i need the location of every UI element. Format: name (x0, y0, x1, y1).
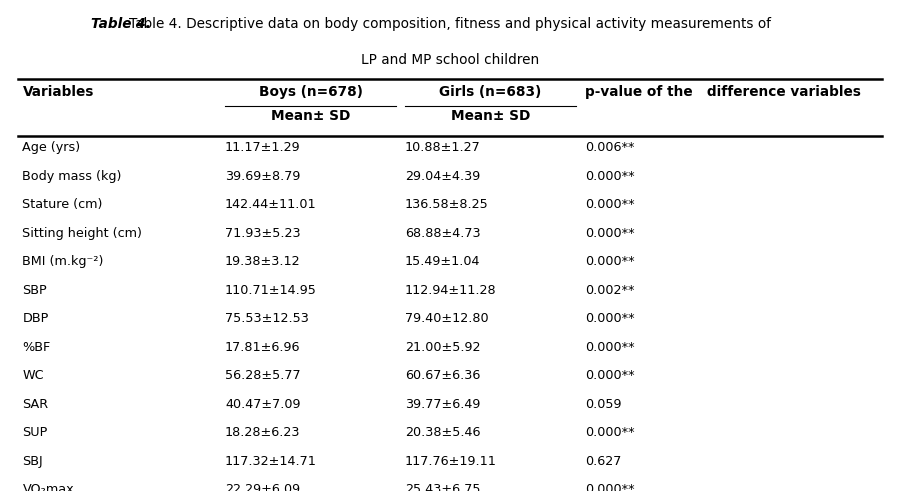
Text: 0.000**: 0.000** (585, 341, 634, 354)
Text: BMI (m.kg⁻²): BMI (m.kg⁻²) (22, 255, 104, 268)
Text: DBP: DBP (22, 312, 49, 325)
Text: Mean± SD: Mean± SD (271, 109, 350, 123)
Text: 19.38±3.12: 19.38±3.12 (225, 255, 301, 268)
Text: 10.88±1.27: 10.88±1.27 (405, 141, 481, 154)
Text: %BF: %BF (22, 341, 50, 354)
Text: 39.69±8.79: 39.69±8.79 (225, 170, 301, 183)
Text: 29.04±4.39: 29.04±4.39 (405, 170, 481, 183)
Text: 22.29±6.09: 22.29±6.09 (225, 483, 300, 491)
Text: 25.43±6.75: 25.43±6.75 (405, 483, 481, 491)
Text: 136.58±8.25: 136.58±8.25 (405, 198, 489, 211)
Text: 71.93±5.23: 71.93±5.23 (225, 227, 301, 240)
Text: Age (yrs): Age (yrs) (22, 141, 81, 154)
Text: Table 4. Descriptive data on body composition, fitness and physical activity mea: Table 4. Descriptive data on body compos… (129, 17, 771, 31)
Text: 117.76±19.11: 117.76±19.11 (405, 455, 497, 467)
Text: 0.627: 0.627 (585, 455, 621, 467)
Text: 0.000**: 0.000** (585, 369, 634, 382)
Text: 0.000**: 0.000** (585, 227, 634, 240)
Text: 0.000**: 0.000** (585, 255, 634, 268)
Text: 0.002**: 0.002** (585, 284, 634, 297)
Text: 68.88±4.73: 68.88±4.73 (405, 227, 481, 240)
Text: 0.000**: 0.000** (585, 198, 634, 211)
Text: 17.81±6.96: 17.81±6.96 (225, 341, 301, 354)
Text: Sitting height (cm): Sitting height (cm) (22, 227, 142, 240)
Text: SBP: SBP (22, 284, 47, 297)
Text: Stature (cm): Stature (cm) (22, 198, 103, 211)
Text: 20.38±5.46: 20.38±5.46 (405, 426, 481, 439)
Text: Boys (n=678): Boys (n=678) (258, 85, 363, 99)
Text: SUP: SUP (22, 426, 48, 439)
Text: Table 4.: Table 4. (92, 17, 151, 31)
Text: 112.94±11.28: 112.94±11.28 (405, 284, 497, 297)
Text: 56.28±5.77: 56.28±5.77 (225, 369, 301, 382)
Text: VO₂max.: VO₂max. (22, 483, 78, 491)
Text: 0.000**: 0.000** (585, 312, 634, 325)
Text: 11.17±1.29: 11.17±1.29 (225, 141, 301, 154)
Text: WC: WC (22, 369, 44, 382)
Text: 0.059: 0.059 (585, 398, 622, 410)
Text: 60.67±6.36: 60.67±6.36 (405, 369, 481, 382)
Text: 110.71±14.95: 110.71±14.95 (225, 284, 317, 297)
Text: 0.000**: 0.000** (585, 170, 634, 183)
Text: LP and MP school children: LP and MP school children (361, 53, 539, 67)
Text: 142.44±11.01: 142.44±11.01 (225, 198, 317, 211)
Text: 15.49±1.04: 15.49±1.04 (405, 255, 481, 268)
Text: Mean± SD: Mean± SD (451, 109, 530, 123)
Text: SAR: SAR (22, 398, 49, 410)
Text: p-value of the   difference variables: p-value of the difference variables (585, 85, 861, 99)
Text: Variables: Variables (22, 85, 94, 99)
Text: 117.32±14.71: 117.32±14.71 (225, 455, 317, 467)
Text: 0.000**: 0.000** (585, 483, 634, 491)
Text: 39.77±6.49: 39.77±6.49 (405, 398, 481, 410)
Text: 0.000**: 0.000** (585, 426, 634, 439)
Text: 18.28±6.23: 18.28±6.23 (225, 426, 301, 439)
Text: Girls (n=683): Girls (n=683) (439, 85, 542, 99)
Text: SBJ: SBJ (22, 455, 43, 467)
Text: 79.40±12.80: 79.40±12.80 (405, 312, 489, 325)
Text: 75.53±12.53: 75.53±12.53 (225, 312, 309, 325)
Text: Body mass (kg): Body mass (kg) (22, 170, 122, 183)
Text: 0.006**: 0.006** (585, 141, 634, 154)
Text: 21.00±5.92: 21.00±5.92 (405, 341, 481, 354)
Text: 40.47±7.09: 40.47±7.09 (225, 398, 301, 410)
